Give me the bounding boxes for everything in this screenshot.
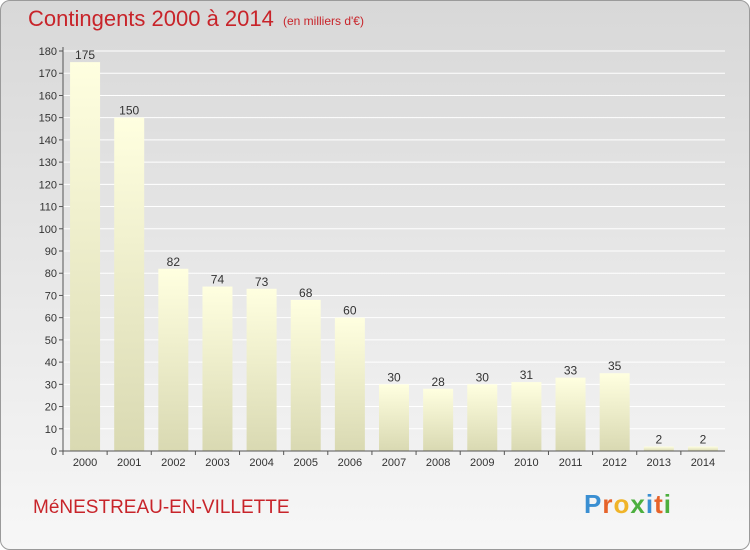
- logo-letter: o: [613, 489, 631, 519]
- bars: [70, 62, 718, 452]
- bar: [114, 117, 145, 452]
- data-label: 82: [167, 255, 181, 269]
- y-tick-label: 10: [45, 424, 57, 436]
- data-label: 68: [299, 286, 313, 300]
- y-tick-label: 60: [45, 313, 57, 325]
- y-tick-label: 100: [39, 224, 57, 236]
- x-tick-label: 2008: [426, 457, 450, 469]
- labels: 0 10 20 30 40 50 60 70 80 90 100 110 120 130 140 150 160…: [39, 46, 716, 469]
- data-label: 31: [520, 368, 534, 382]
- x-tick-label: 2006: [338, 457, 362, 469]
- x-tick-label: 2007: [382, 457, 406, 469]
- axes: [59, 47, 725, 455]
- logo-letter: r: [602, 489, 614, 519]
- bar: [202, 286, 233, 451]
- data-label: 28: [431, 375, 445, 389]
- bar: [379, 384, 409, 451]
- bar: [555, 377, 586, 451]
- y-tick-label: 0: [51, 446, 57, 458]
- bar: [423, 388, 454, 451]
- data-label: 74: [211, 273, 225, 287]
- x-tick-label: 2005: [293, 457, 317, 469]
- x-tick-label: 2011: [559, 457, 583, 469]
- y-tick-label: 70: [45, 290, 57, 302]
- x-tick-label: 2009: [470, 457, 494, 469]
- logo-letter: t: [654, 489, 664, 519]
- bar: [467, 384, 498, 451]
- y-tick-label: 170: [39, 68, 57, 80]
- bar: [70, 62, 101, 451]
- bar: [687, 446, 718, 451]
- bar: [599, 373, 630, 451]
- bar: [511, 382, 542, 451]
- y-tick-label: 30: [45, 379, 57, 391]
- y-tick-label: 120: [39, 179, 57, 191]
- bar: [643, 446, 674, 451]
- x-tick-label: 2000: [73, 457, 97, 469]
- x-tick-label: 2010: [514, 457, 538, 469]
- y-tick-label: 140: [39, 135, 57, 147]
- data-label: 150: [119, 104, 139, 118]
- data-label: 2: [655, 433, 662, 447]
- chart-subtitle: (en milliers d'€): [283, 14, 364, 28]
- x-tick-label: 2003: [205, 457, 229, 469]
- y-tick-label: 130: [39, 157, 57, 169]
- y-tick-label: 50: [45, 335, 57, 347]
- x-tick-label: 2014: [691, 457, 715, 469]
- x-tick-label: 2002: [161, 457, 185, 469]
- x-tick-label: 2013: [647, 457, 671, 469]
- logo-letter: x: [630, 489, 646, 519]
- bar: [290, 299, 321, 451]
- x-tick-label: 2001: [117, 457, 141, 469]
- data-label: 30: [476, 370, 490, 384]
- chart-title: Contingents 2000 à 2014: [28, 6, 274, 31]
- data-label: 2: [700, 433, 707, 447]
- y-tick-label: 150: [39, 113, 57, 125]
- bar: [246, 288, 277, 451]
- y-tick-label: 40: [45, 357, 57, 369]
- proxiti-logo: Proxiti: [584, 489, 672, 520]
- data-label: 30: [387, 370, 401, 384]
- x-tick-label: 2004: [249, 457, 273, 469]
- data-label: 35: [608, 359, 622, 373]
- data-label: 73: [255, 275, 269, 289]
- data-label: 60: [343, 304, 357, 318]
- x-tick-label: 2012: [602, 457, 626, 469]
- commune-name: MéNESTREAU-EN-VILLETTE: [33, 497, 290, 518]
- y-tick-label: 20: [45, 402, 57, 414]
- data-label: 33: [564, 364, 578, 378]
- y-tick-label: 110: [39, 202, 57, 214]
- bar: [334, 317, 365, 451]
- y-tick-label: 180: [39, 46, 57, 58]
- bar: [158, 268, 189, 451]
- y-tick-label: 160: [39, 90, 57, 102]
- logo-letter: P: [584, 489, 603, 519]
- data-label: 175: [75, 48, 95, 62]
- logo-letter: i: [663, 489, 672, 519]
- y-tick-label: 90: [45, 246, 57, 258]
- logo-letter: i: [645, 489, 655, 519]
- y-tick-label: 80: [45, 268, 57, 280]
